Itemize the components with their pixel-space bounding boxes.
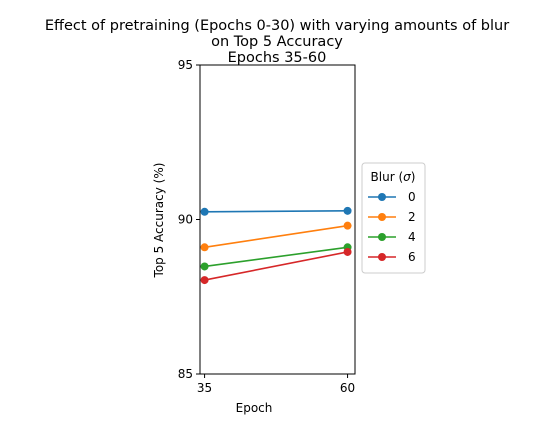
x-axis-label: Epoch	[236, 401, 273, 415]
y-axis-label: Top 5 Accuracy (%)	[152, 163, 166, 279]
legend-frame	[361, 162, 426, 274]
x-axis-ticks: 35 60	[197, 374, 355, 395]
legend-items: 0 2 4 6	[368, 190, 416, 264]
series-line	[204, 210, 348, 213]
x-tick-label: 60	[340, 381, 355, 395]
x-tick-label: 35	[197, 381, 212, 395]
chart-title-line-3: Epochs 35-60	[228, 50, 327, 66]
legend-swatch-marker	[378, 193, 386, 201]
data-point	[200, 262, 209, 271]
data-series	[200, 206, 352, 285]
data-point	[343, 221, 352, 230]
legend-label: 0	[408, 190, 416, 204]
y-axis-ticks: 85 90 95	[178, 58, 200, 381]
legend-item: 0	[368, 190, 416, 204]
data-point	[200, 276, 209, 285]
y-tick-label: 95	[178, 58, 193, 72]
y-tick-label: 85	[178, 367, 193, 381]
y-tick-label: 90	[178, 213, 193, 227]
series-line	[204, 246, 348, 268]
series-2	[200, 221, 352, 252]
chart-title-line-2: on Top 5 Accuracy	[211, 34, 343, 50]
legend-label: 6	[408, 250, 416, 264]
series-0	[200, 206, 352, 216]
legend-swatch-marker	[378, 213, 386, 221]
data-point	[343, 247, 352, 256]
plot-area-frame	[199, 64, 356, 375]
series-6	[200, 247, 352, 285]
data-point	[343, 206, 352, 215]
legend: Blur (σ) 0 2 4 6	[361, 162, 426, 274]
legend-title: Blur (σ)	[371, 170, 416, 184]
series-line	[204, 251, 348, 281]
chart-title: Effect of pretraining (Epochs 0-30) with…	[45, 18, 509, 66]
chart-title-line-1: Effect of pretraining (Epochs 0-30) with…	[45, 18, 509, 34]
data-point	[200, 207, 209, 216]
legend-item: 4	[368, 230, 416, 244]
legend-item: 6	[368, 250, 416, 264]
legend-swatch-marker	[378, 253, 386, 261]
legend-swatch-marker	[378, 233, 386, 241]
series-line	[204, 224, 348, 249]
legend-label: 2	[408, 210, 416, 224]
legend-label: 4	[408, 230, 416, 244]
legend-item: 2	[368, 210, 416, 224]
data-point	[200, 243, 209, 252]
